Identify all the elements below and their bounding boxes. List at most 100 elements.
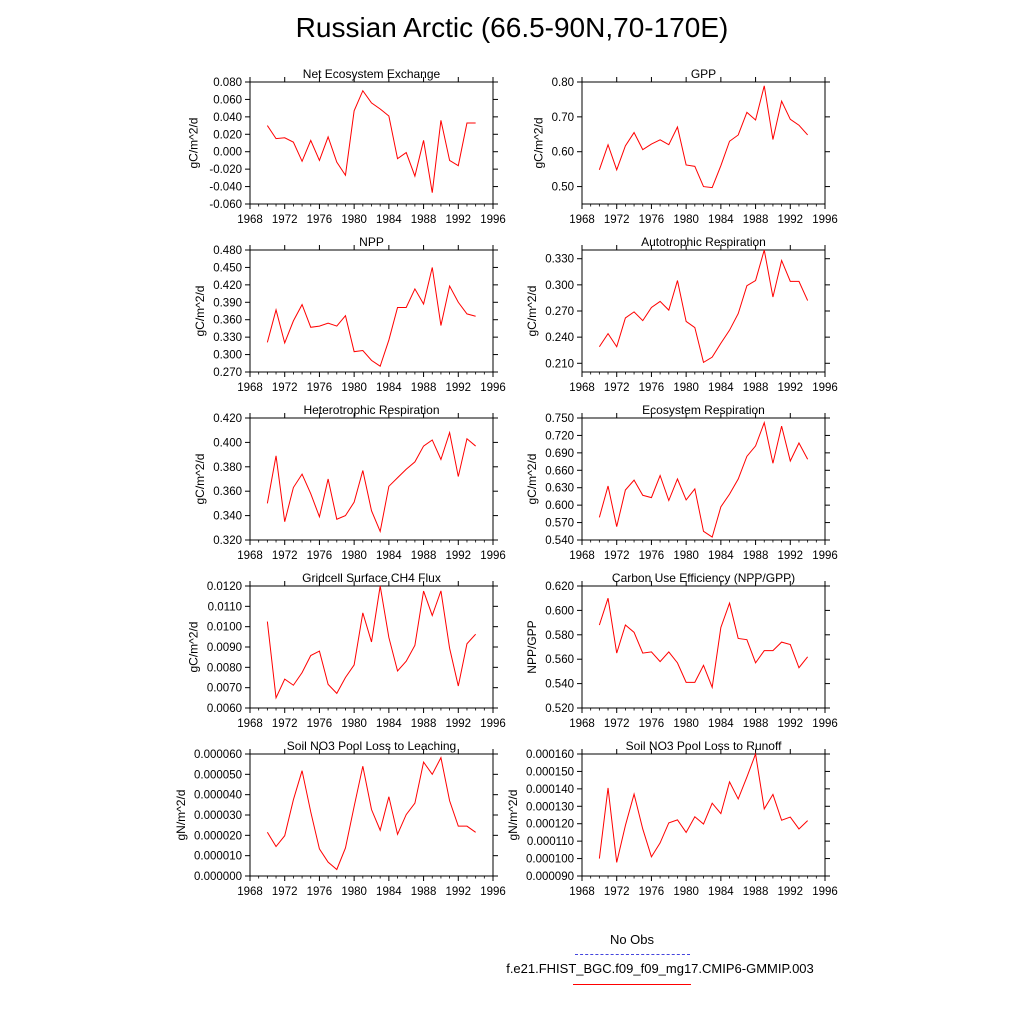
x-tick-label: 1972 — [272, 718, 298, 730]
y-tick-label: 0.720 — [545, 430, 574, 442]
x-tick-label: 1984 — [708, 214, 734, 226]
y-tick-label: -0.060 — [209, 199, 242, 211]
x-tick-label: 1972 — [604, 886, 630, 898]
y-tick-label: 0.520 — [545, 703, 574, 715]
y-tick-label: 0.320 — [213, 535, 242, 547]
x-tick-label: 1972 — [272, 382, 298, 394]
legend-run-label: f.e21.FHIST_BGC.f09_f09_mg17.CMIP6-GMMIP… — [506, 961, 814, 976]
y-tick-label: 0.480 — [213, 245, 242, 257]
x-tick-label: 1992 — [777, 886, 803, 898]
x-tick-label: 1972 — [604, 550, 630, 562]
y-axis-label: gC/m^2/d — [525, 454, 539, 505]
panel-title: Carbon Use Efficiency (NPP/GPP) — [612, 571, 795, 585]
chart-panel-5: Heterotrophic Respiration 1968 1972 1976 198… — [193, 403, 506, 562]
y-tick-label: 0.570 — [545, 518, 574, 530]
y-tick-label: 0.660 — [545, 465, 574, 477]
x-tick-label: 1988 — [411, 718, 437, 730]
y-tick-label: 0.300 — [213, 350, 242, 362]
chart-panel-9: Soil NO3 Pool Loss to Leaching 1968 1972 19… — [174, 739, 506, 898]
y-tick-label: 0.630 — [545, 483, 574, 495]
panel-title: Net Ecosystem Exchange — [303, 67, 441, 81]
plot-frame — [249, 81, 494, 205]
y-axis-label: gC/m^2/d — [193, 286, 207, 337]
y-tick-label: 0.750 — [545, 413, 574, 425]
series-line-1 — [598, 420, 809, 538]
series-line-1 — [266, 430, 476, 534]
y-tick-label: 0.210 — [545, 358, 574, 370]
x-tick-label: 1976 — [307, 886, 333, 898]
x-tick-label: 1984 — [708, 718, 734, 730]
x-tick-label: 1972 — [604, 382, 630, 394]
plot-frame — [249, 753, 494, 877]
panel-title: Soil NO3 Pool Loss to Runoff — [626, 739, 783, 753]
panel-title: Ecosystem Respiration — [642, 403, 765, 417]
chart-panel-10: Soil NO3 Pool Loss to Runoff 1968 1972 1976… — [506, 739, 838, 898]
y-tick-label: 0.040 — [213, 112, 242, 124]
x-tick-label: 1968 — [237, 382, 263, 394]
y-tick-label: 0.340 — [213, 511, 242, 523]
y-tick-label: 0.50 — [552, 182, 574, 194]
y-tick-label: 0.000100 — [526, 854, 574, 866]
x-tick-label: 1996 — [812, 886, 838, 898]
y-axis-label: gC/m^2/d — [187, 118, 201, 169]
y-tick-label: 0.020 — [213, 129, 242, 141]
chart-panel-4: Autotrophic Respiration 1968 1972 1976 1980 1… — [525, 235, 838, 394]
x-tick-label: 1992 — [777, 550, 803, 562]
x-tick-label: 1980 — [673, 382, 699, 394]
x-tick-label: 1988 — [743, 718, 769, 730]
x-tick-label: 1988 — [411, 382, 437, 394]
y-tick-label: 0.70 — [552, 112, 574, 124]
y-tick-label: 0.000020 — [194, 830, 242, 842]
chart-panel-2: GPP 1968 1972 1976 1980 1984 1988 1992 1996 0.80 0… — [531, 67, 837, 226]
x-tick-label: 1968 — [237, 214, 263, 226]
y-tick-label: 0.600 — [545, 500, 574, 512]
legend-obs-label: No Obs — [609, 932, 655, 947]
x-tick-label: 1988 — [411, 214, 437, 226]
x-tick-label: 1988 — [743, 886, 769, 898]
x-tick-label: 1968 — [569, 886, 595, 898]
plot-frame — [249, 249, 494, 373]
y-tick-label: 0.300 — [545, 280, 574, 292]
x-tick-label: 1984 — [376, 886, 402, 898]
panel-title: NPP — [359, 235, 384, 249]
y-tick-label: 0.600 — [545, 605, 574, 617]
panel-title: GPP — [691, 67, 716, 81]
chart-panel-7: Gridcell Surface CH4 Flux 1968 1972 1976 198… — [187, 571, 506, 730]
y-tick-label: 0.560 — [545, 654, 574, 666]
y-tick-label: 0.000 — [213, 147, 242, 159]
x-tick-label: 1996 — [480, 214, 506, 226]
series-line-1 — [598, 598, 809, 690]
x-tick-label: 1980 — [673, 718, 699, 730]
x-tick-label: 1980 — [673, 214, 699, 226]
y-tick-label: 0.540 — [545, 535, 574, 547]
y-tick-label: 0.450 — [213, 262, 242, 274]
y-tick-label: 0.000010 — [194, 851, 242, 863]
x-tick-label: 1976 — [307, 550, 333, 562]
panel-title: Gridcell Surface CH4 Flux — [302, 571, 441, 585]
y-tick-label: 0.000040 — [194, 790, 242, 802]
plot-frame — [581, 753, 826, 877]
x-tick-label: 1992 — [777, 718, 803, 730]
panel-title: Heterotrophic Respiration — [303, 403, 439, 417]
series-line-1 — [266, 267, 476, 367]
x-tick-label: 1984 — [376, 550, 402, 562]
y-tick-label: 0.000060 — [194, 749, 242, 761]
y-tick-label: 0.620 — [545, 581, 574, 593]
y-axis-label: gC/m^2/d — [187, 622, 201, 673]
x-tick-label: 1968 — [569, 382, 595, 394]
x-tick-label: 1968 — [237, 886, 263, 898]
y-tick-label: 0.330 — [213, 332, 242, 344]
y-tick-label: 0.80 — [552, 77, 574, 89]
x-tick-label: 1988 — [743, 382, 769, 394]
y-axis-label: NPP/GPP — [525, 620, 539, 673]
y-tick-label: 0.420 — [213, 280, 242, 292]
y-tick-label: 0.0090 — [207, 642, 242, 654]
x-tick-label: 1972 — [272, 214, 298, 226]
series-line-1 — [598, 85, 809, 189]
x-tick-label: 1980 — [673, 550, 699, 562]
series-line-1 — [598, 249, 809, 364]
y-tick-label: 0.000110 — [527, 836, 574, 848]
x-tick-label: 1976 — [639, 718, 665, 730]
y-tick-label: 0.000160 — [526, 749, 574, 761]
